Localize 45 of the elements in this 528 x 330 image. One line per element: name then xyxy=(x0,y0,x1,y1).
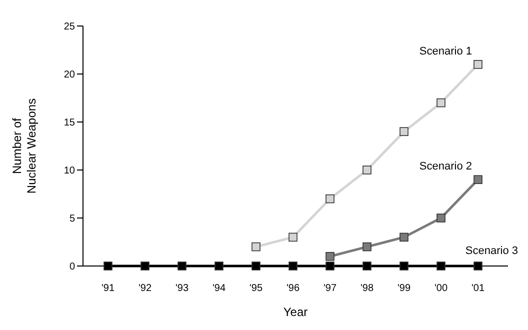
point xyxy=(140,262,150,270)
point xyxy=(326,262,334,270)
x-tick-label: '91 xyxy=(101,283,115,294)
x-tick-label: '94 xyxy=(212,283,226,294)
point xyxy=(362,262,372,270)
point xyxy=(326,194,334,204)
point xyxy=(400,262,408,270)
point xyxy=(362,166,372,174)
point xyxy=(362,242,372,252)
x-tick-label: '98 xyxy=(360,283,374,294)
point xyxy=(288,262,298,270)
point xyxy=(474,60,482,69)
series-label: Scenario 1 xyxy=(419,45,472,58)
point xyxy=(178,262,186,270)
point xyxy=(288,232,298,242)
y-axis-title: Number of Nuclear Weapons xyxy=(10,98,39,194)
y-tick-label: 15 xyxy=(64,118,76,129)
x-tick-label: '99 xyxy=(397,283,411,294)
y-tick-label: 10 xyxy=(64,166,76,177)
point xyxy=(326,252,334,261)
series-label: Scenario 3 xyxy=(465,245,518,257)
y-tick-label: 5 xyxy=(69,214,76,225)
point xyxy=(436,214,446,222)
y-tick-label: 0 xyxy=(69,262,76,273)
point xyxy=(400,232,408,242)
point xyxy=(436,98,446,108)
point xyxy=(474,262,482,270)
point xyxy=(252,262,260,270)
point xyxy=(474,175,482,184)
point xyxy=(252,242,260,252)
point xyxy=(436,262,446,270)
y-tick-label: 20 xyxy=(64,70,76,81)
point xyxy=(104,262,112,270)
x-tick-label: '01 xyxy=(471,283,485,294)
point xyxy=(214,262,224,270)
x-tick-label: '00 xyxy=(434,283,448,294)
x-axis-title: Year xyxy=(283,305,308,319)
series-label: Scenario 2 xyxy=(419,160,472,173)
x-tick-label: '92 xyxy=(138,283,152,294)
x-tick-label: '93 xyxy=(175,283,189,294)
y-tick-label: 25 xyxy=(64,22,76,33)
x-tick-label: '95 xyxy=(249,283,263,294)
x-tick-label: '96 xyxy=(286,283,300,294)
point xyxy=(400,127,408,136)
x-tick-label: '97 xyxy=(323,283,337,294)
